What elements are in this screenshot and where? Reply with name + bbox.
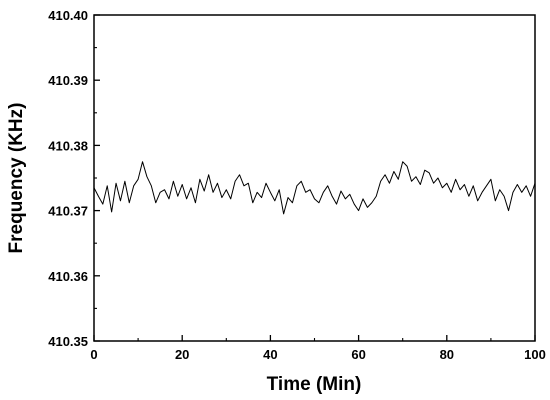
y-tick-label: 410.39 [48, 73, 88, 88]
ticks-layer: 0 20 40 60 80 100 410.35 410.36 410.37 410.38 410.… [48, 8, 546, 362]
frequency-series-line [93, 161, 536, 215]
x-tick-label: 100 [524, 347, 546, 362]
y-axis-title: Frequency (KHz) [6, 103, 27, 254]
x-axis-title: Time (Min) [267, 374, 362, 395]
x-tick-label: 20 [175, 347, 189, 362]
plot-frame [93, 14, 536, 342]
y-tick-label: 410.37 [48, 204, 88, 219]
x-tick-label: 60 [351, 347, 365, 362]
y-tick-label: 410.38 [48, 138, 88, 153]
x-tick-label: 0 [90, 347, 97, 362]
y-tick-label: 410.35 [48, 334, 88, 349]
y-tick-label: 410.36 [48, 269, 88, 284]
plot-layer [93, 161, 536, 215]
x-tick-label: 80 [440, 347, 454, 362]
x-tick-label: 40 [263, 347, 277, 362]
y-tick-label: 410.40 [48, 8, 88, 23]
